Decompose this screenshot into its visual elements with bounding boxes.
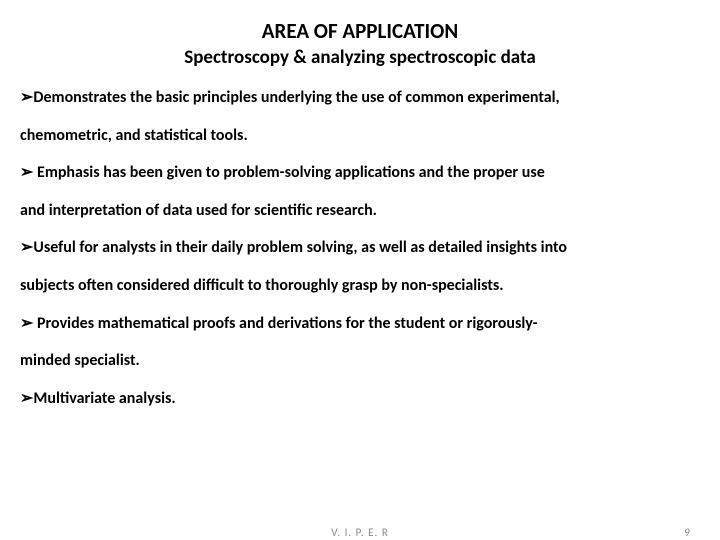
bullet-3-line-1: ➢Useful for analysts in their daily prob… (20, 237, 700, 259)
bullet-1-line-2: chemometric, and statistical tools. (20, 125, 700, 147)
slide-subtitle: Spectroscopy & analyzing spectroscopic d… (20, 46, 700, 69)
slide-title: AREA OF APPLICATION (20, 18, 700, 44)
bullet-3-line-2: subjects often considered difficult to t… (20, 275, 700, 297)
bullet-2-line-1: ➢ Emphasis has been given to problem-sol… (20, 162, 700, 184)
bullet-1-line-1: ➢Demonstrates the basic principles under… (20, 87, 700, 109)
bullet-4-line-1: ➢ Provides mathematical proofs and deriv… (20, 313, 700, 335)
bullet-4-line-2: minded specialist. (20, 350, 700, 372)
bullet-2-line-2: and interpretation of data used for scie… (20, 200, 700, 222)
bullet-5: ➢Multivariate analysis. (20, 388, 700, 410)
footer-center-text: V. I. P. E. R (331, 526, 389, 539)
page-number: 9 (684, 526, 690, 539)
